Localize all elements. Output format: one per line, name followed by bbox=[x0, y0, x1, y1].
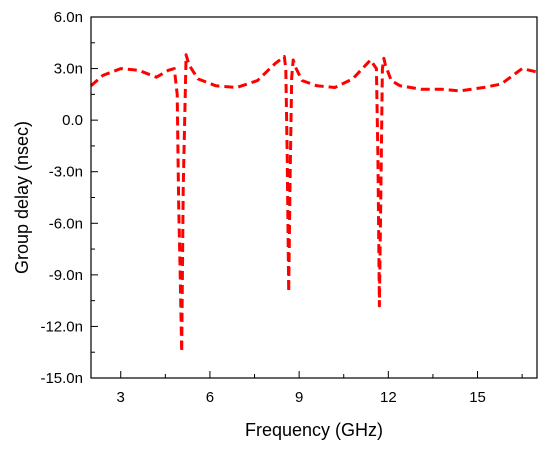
plot-frame bbox=[90, 16, 538, 379]
x-tick-label: 3 bbox=[117, 389, 125, 406]
x-tick-label: 6 bbox=[206, 389, 214, 406]
y-tick-label: 0.0 bbox=[62, 112, 83, 129]
y-tick-label: -15.0n bbox=[40, 370, 83, 387]
y-tick-label: 6.0n bbox=[54, 9, 83, 26]
y-tick-label: 3.0n bbox=[54, 61, 83, 78]
y-tick-label: -9.0n bbox=[49, 267, 83, 284]
plot-area bbox=[90, 53, 538, 354]
x-axis-ticks: 3 6 9 12 15 bbox=[117, 371, 523, 406]
x-tick-label: 12 bbox=[380, 389, 397, 406]
y-tick-label: -6.0n bbox=[49, 215, 83, 232]
x-tick-label: 9 bbox=[295, 389, 303, 406]
y-axis-ticks: -15.0n -12.0n -9.0n -6.0n -3.0n 0.0 3.0n 6.0n bbox=[40, 9, 98, 387]
y-tick-label: -12.0n bbox=[40, 318, 83, 335]
group-delay-series-line bbox=[90, 53, 538, 354]
x-tick-label: 15 bbox=[469, 389, 486, 406]
x-axis-title: Frequency (GHz) bbox=[245, 420, 383, 440]
y-axis-title: Group delay (nsec) bbox=[12, 121, 32, 274]
y-tick-label: -3.0n bbox=[49, 164, 83, 181]
